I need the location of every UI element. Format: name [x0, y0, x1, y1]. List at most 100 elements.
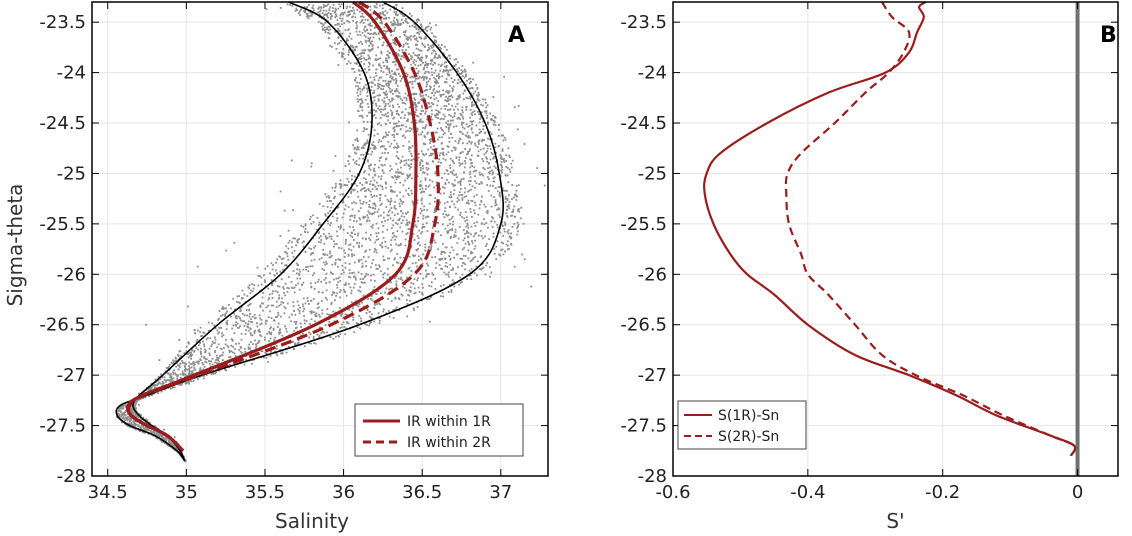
scatter-point — [435, 210, 438, 212]
scatter-point — [439, 46, 441, 49]
scatter-point — [509, 170, 512, 173]
scatter-point — [417, 64, 420, 67]
scatter-point — [453, 203, 456, 206]
scatter-point — [457, 266, 459, 269]
scatter-point — [408, 228, 411, 230]
scatter-point — [350, 214, 353, 217]
scatter-point — [370, 295, 373, 297]
scatter-point — [204, 351, 207, 354]
scatter-point — [408, 289, 411, 292]
scatter-point — [388, 288, 390, 291]
scatter-point — [353, 216, 356, 219]
scatter-point — [226, 344, 229, 347]
scatter-point — [497, 186, 500, 188]
scatter-point — [298, 268, 301, 271]
scatter-point — [351, 253, 353, 256]
scatter-point — [271, 297, 274, 299]
scatter-point — [408, 147, 410, 150]
scatter-point — [467, 257, 470, 260]
scatter-point — [357, 173, 359, 175]
scatter-point — [423, 67, 425, 69]
scatter-point — [303, 5, 306, 8]
scatter-point — [397, 112, 399, 115]
scatter-point — [267, 360, 269, 363]
scatter-point — [349, 234, 352, 237]
scatter-point — [199, 367, 202, 369]
scatter-point — [461, 216, 463, 218]
scatter-point — [458, 137, 461, 140]
scatter-point — [493, 248, 496, 250]
scatter-point — [511, 214, 513, 217]
scatter-point — [384, 151, 386, 154]
scatter-point — [226, 320, 229, 322]
scatter-point — [503, 230, 506, 233]
scatter-point — [202, 377, 205, 380]
scatter-point — [467, 236, 470, 239]
scatter-point — [513, 223, 516, 225]
scatter-point — [482, 128, 485, 131]
scatter-point — [370, 317, 373, 319]
scatter-point — [379, 199, 381, 202]
scatter-point — [134, 400, 137, 403]
scatter-point — [385, 157, 388, 160]
scatter-point — [387, 115, 390, 118]
scatter-point — [421, 160, 424, 163]
scatter-point — [470, 96, 472, 99]
scatter-point — [379, 303, 382, 306]
scatter-point — [192, 372, 194, 375]
scatter-point — [357, 305, 360, 308]
scatter-point — [204, 360, 206, 363]
scatter-point — [329, 16, 332, 19]
scatter-point — [241, 320, 244, 323]
scatter-point — [184, 373, 186, 376]
scatter-point — [463, 217, 465, 220]
scatter-point — [414, 220, 417, 223]
scatter-point — [377, 175, 380, 178]
scatter-point — [447, 123, 450, 126]
scatter-point — [425, 85, 428, 88]
scatter-point — [363, 171, 365, 174]
scatter-point — [471, 87, 474, 90]
scatter-point — [463, 229, 465, 231]
scatter-point — [317, 20, 320, 23]
scatter-point — [360, 60, 363, 63]
scatter-point — [481, 237, 484, 240]
scatter-point — [189, 363, 192, 365]
scatter-point — [343, 284, 346, 286]
scatter-point — [413, 26, 416, 28]
scatter-point — [293, 291, 296, 294]
scatter-point — [424, 28, 427, 31]
scatter-point — [415, 105, 418, 107]
scatter-point — [326, 4, 328, 7]
scatter-point — [472, 120, 475, 122]
scatter-point — [347, 29, 350, 31]
scatter-point — [434, 205, 437, 208]
scatter-point — [188, 352, 191, 354]
scatter-point — [200, 335, 202, 337]
scatter-point — [298, 10, 301, 13]
scatter-point — [453, 189, 456, 192]
scatter-point — [361, 18, 364, 21]
scatter-point — [430, 285, 433, 288]
scatter-point — [377, 141, 380, 144]
scatter-point — [322, 253, 325, 255]
scatter-point — [456, 117, 459, 120]
scatter-point — [491, 173, 494, 176]
scatter-point — [285, 330, 288, 333]
scatter-point — [368, 237, 370, 240]
scatter-point — [434, 171, 437, 173]
scatter-point — [351, 44, 353, 47]
scatter-point — [309, 310, 312, 313]
scatter-point — [376, 94, 379, 97]
scatter-point — [180, 355, 182, 358]
scatter-point — [426, 118, 428, 121]
scatter-point — [440, 253, 443, 255]
scatter-point — [395, 178, 398, 181]
scatter-point — [297, 339, 300, 342]
scatter-point — [370, 274, 372, 277]
scatter-point — [375, 68, 378, 71]
scatter-point — [474, 180, 476, 183]
scatter-point — [367, 153, 370, 155]
scatter-point — [269, 355, 272, 357]
scatter-point — [378, 86, 381, 89]
